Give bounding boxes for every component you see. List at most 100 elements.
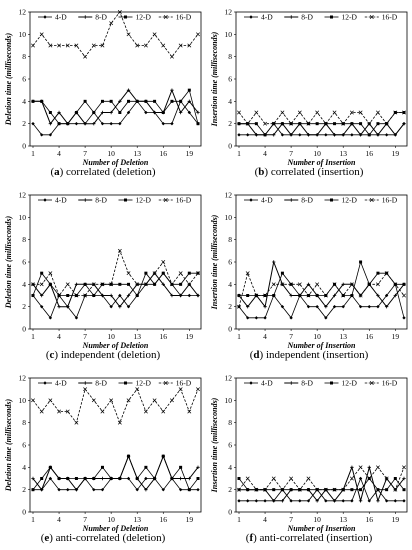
data-point-4-D xyxy=(384,293,389,298)
data-point-8-D xyxy=(57,110,61,115)
x-axis-label: Number of Deletion xyxy=(82,158,149,167)
data-point-16-D xyxy=(323,293,328,298)
data-point-4-D xyxy=(178,487,183,492)
y-tick-label: 10 xyxy=(19,213,27,222)
data-point-16-D xyxy=(83,293,88,298)
data-point-16-D xyxy=(367,121,372,126)
data-point-4-D xyxy=(324,133,328,137)
data-point-16-D xyxy=(74,293,79,298)
x-tick-label: 10 xyxy=(313,332,321,341)
data-point-12-D xyxy=(144,271,148,275)
data-point-8-D xyxy=(118,99,122,104)
plot-frame xyxy=(29,377,202,513)
caption-b: (b) correlated (insertion) xyxy=(254,166,364,178)
legend-marker-16-D xyxy=(163,15,168,19)
y-tick-label: 12 xyxy=(19,374,27,383)
y-tick-label: 4 xyxy=(22,280,26,289)
data-point-8-D xyxy=(187,99,192,104)
data-point-4-D xyxy=(341,499,345,503)
data-point-16-D xyxy=(297,110,302,115)
series-line-8-D xyxy=(238,260,405,308)
y-tick-label: 10 xyxy=(225,213,233,222)
data-point-12-D xyxy=(170,99,174,103)
data-point-16-D xyxy=(126,271,131,276)
series-line-12-D xyxy=(239,112,404,136)
data-point-16-D xyxy=(280,110,285,115)
data-point-16-D xyxy=(143,409,148,414)
data-point-8-D xyxy=(324,304,328,309)
data-point-8-D xyxy=(66,304,70,309)
data-point-12-D xyxy=(118,282,122,286)
series-line-8-D xyxy=(32,454,199,491)
y-tick-label: 0 xyxy=(22,142,26,151)
x-tick-label: 16 xyxy=(366,149,374,158)
caption-text: anti-correlated (deletion) xyxy=(55,532,166,544)
data-point-8-D xyxy=(161,282,165,287)
data-point-16-D xyxy=(117,420,122,425)
data-point-16-D xyxy=(375,465,380,470)
caption-text: independent (insertion) xyxy=(265,349,369,361)
data-point-16-D xyxy=(315,110,320,115)
data-point-4-D xyxy=(109,304,113,309)
data-point-16-D xyxy=(332,110,337,115)
legend-label-16-D: 16-D xyxy=(176,13,192,22)
legend-marker-4-D xyxy=(43,198,47,202)
data-point-16-D xyxy=(358,110,363,115)
data-point-4-D xyxy=(254,499,259,503)
data-point-12-D xyxy=(100,99,104,103)
x-tick-label: 4 xyxy=(57,149,61,158)
data-point-4-D xyxy=(109,121,113,126)
x-tick-label: 16 xyxy=(366,332,374,341)
y-tick-label: 8 xyxy=(22,418,26,427)
data-point-12-D xyxy=(376,488,380,492)
data-point-16-D xyxy=(196,387,200,392)
y-tick-label: 6 xyxy=(228,441,232,450)
data-point-12-D xyxy=(237,294,241,297)
series-12-D xyxy=(31,88,200,126)
data-point-16-D xyxy=(135,387,140,392)
data-point-12-D xyxy=(161,271,165,275)
data-point-12-D xyxy=(306,488,310,492)
legend-marker-4-D xyxy=(249,198,253,202)
series-12-D xyxy=(31,454,200,492)
x-tick-label: 7 xyxy=(83,332,87,341)
legend-marker-12-D xyxy=(124,15,127,19)
series-line-12-D xyxy=(239,260,404,296)
data-point-16-D xyxy=(109,282,114,287)
data-point-4-D xyxy=(170,121,174,126)
data-point-16-D xyxy=(254,293,259,298)
caption-letter: e xyxy=(44,532,50,544)
x-tick-label: 19 xyxy=(186,515,194,524)
y-tick-label: 10 xyxy=(19,396,27,405)
x-axis-label: Number of Deletion xyxy=(82,341,149,350)
data-point-8-D xyxy=(315,499,319,503)
legend-label-4-D: 4-D xyxy=(261,196,273,205)
data-point-12-D xyxy=(127,99,131,103)
x-tick-label: 13 xyxy=(339,149,347,158)
data-point-8-D xyxy=(178,293,183,298)
data-point-16-D xyxy=(402,293,406,298)
data-point-16-D xyxy=(74,420,79,425)
data-point-16-D xyxy=(65,282,70,287)
data-point-8-D xyxy=(306,282,311,287)
x-tick-label: 7 xyxy=(289,515,293,524)
data-point-4-D xyxy=(100,121,105,126)
data-point-16-D xyxy=(289,476,294,481)
data-point-8-D xyxy=(118,304,122,309)
data-point-16-D xyxy=(237,304,241,309)
data-point-16-D xyxy=(109,21,114,26)
data-point-16-D xyxy=(31,43,35,48)
legend-marker-12-D xyxy=(124,198,127,202)
data-point-12-D xyxy=(100,465,104,469)
data-point-16-D xyxy=(152,398,157,403)
chart-panel-d: 0 2 4 6 8 10 12 1 4 7 10 13 16 19 Number of Insertion I… xyxy=(206,183,412,366)
data-point-16-D xyxy=(161,43,166,48)
legend-marker-8-D xyxy=(83,381,87,385)
legend-marker-4-D xyxy=(43,15,47,19)
data-point-4-D xyxy=(118,293,122,298)
data-point-12-D xyxy=(92,294,96,297)
data-point-4-D xyxy=(245,499,250,503)
data-point-16-D xyxy=(332,282,337,287)
data-point-12-D xyxy=(196,122,200,126)
data-point-16-D xyxy=(196,271,200,276)
